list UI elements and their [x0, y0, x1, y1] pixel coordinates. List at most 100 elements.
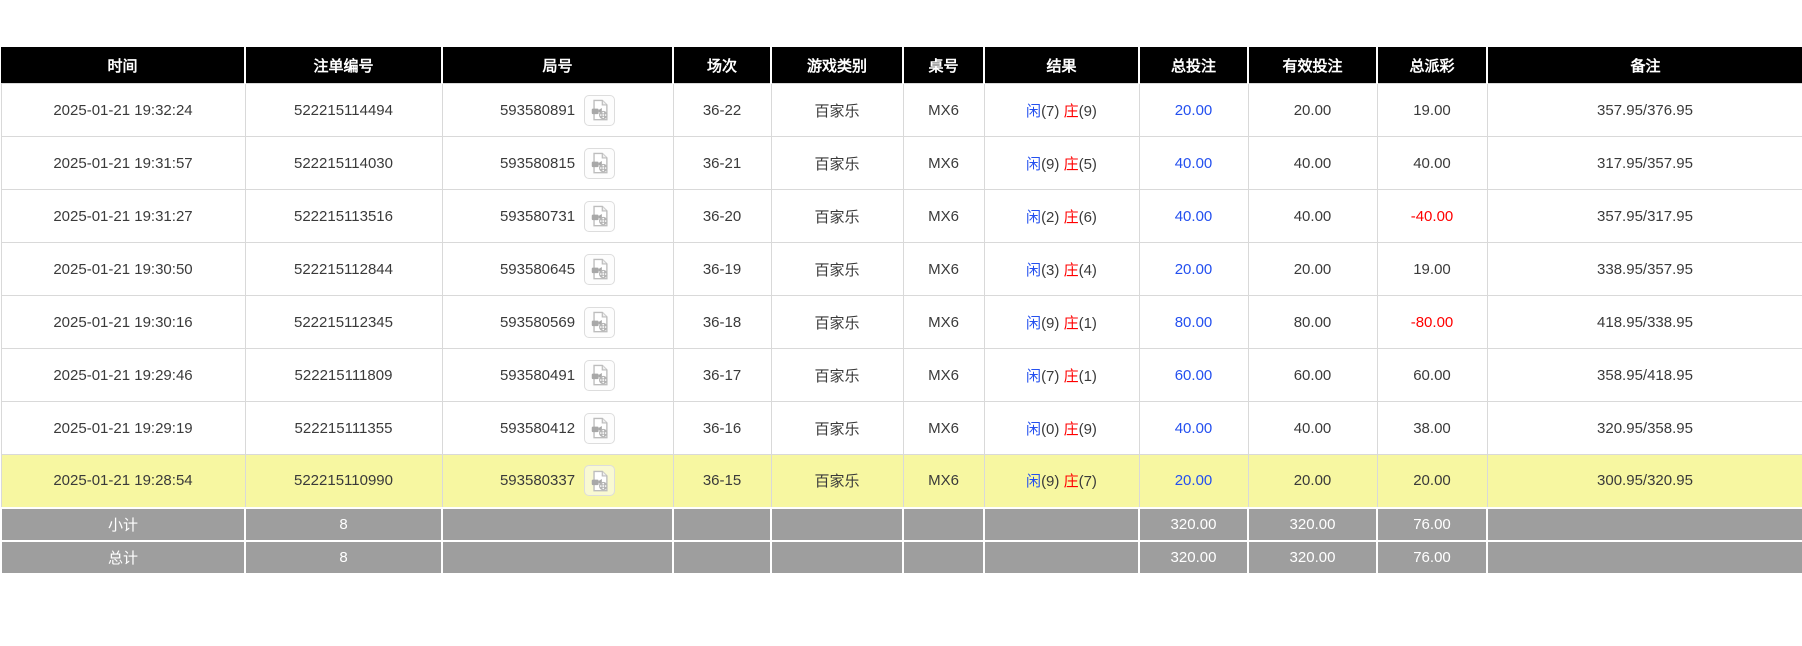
- subtotal-row-count: 8: [244, 506, 443, 542]
- total-bet-cell: 20.00: [1138, 454, 1249, 508]
- column-header-1: 注单编号: [244, 47, 442, 84]
- note-cell: 357.95/317.95: [1486, 189, 1802, 243]
- player-result-label: 闲: [1026, 367, 1042, 385]
- grand-total-row-empty-cell: [770, 539, 904, 575]
- note-cell: 317.95/357.95: [1486, 136, 1802, 190]
- round-number: 593580731: [499, 207, 576, 225]
- total-bet-link[interactable]: 60.00: [1174, 366, 1213, 384]
- round-number: 593580815: [499, 154, 576, 172]
- time-cell: 2025-01-21 19:29:19: [0, 401, 246, 455]
- player-result-score: (9): [1041, 155, 1060, 173]
- bet-id-cell: 522215113516: [244, 189, 443, 243]
- total-bet-link[interactable]: 40.00: [1174, 154, 1213, 172]
- table-row: 2025-01-21 19:32:24 522215114494 593580891…: [0, 83, 1802, 137]
- table-row: 2025-01-21 19:31:27 522215113516 593580731…: [0, 189, 1802, 243]
- valid-bet-cell: 60.00: [1247, 348, 1378, 402]
- column-header-7: 总投注: [1138, 47, 1248, 84]
- session-cell: 36-15: [672, 454, 772, 508]
- note-cell: 320.95/358.95: [1486, 401, 1802, 455]
- banker-result-label: 庄: [1063, 208, 1079, 226]
- table-row: 2025-01-21 19:29:19 522215111355 593580412…: [0, 401, 1802, 455]
- table-row: 2025-01-21 19:30:16 522215112345 593580569…: [0, 295, 1802, 349]
- result-cell: 闲(7) 庄(9): [983, 83, 1140, 137]
- session-cell: 36-18: [672, 295, 772, 349]
- total-bet-cell: 40.00: [1138, 189, 1249, 243]
- bet-id-cell: 522215111809: [244, 348, 443, 402]
- total-bet-link[interactable]: 40.00: [1174, 207, 1213, 225]
- player-result-score: (9): [1041, 314, 1060, 332]
- game-type-cell: 百家乐: [770, 295, 904, 349]
- video-replay-button[interactable]: [584, 94, 616, 126]
- valid-bet-cell: 80.00: [1247, 295, 1378, 349]
- banker-result-label: 庄: [1063, 420, 1079, 438]
- session-cell: 36-20: [672, 189, 772, 243]
- round-cell: 593580645: [441, 242, 674, 296]
- result-cell: 闲(7) 庄(1): [983, 348, 1140, 402]
- table-row: 2025-01-21 19:28:54 522215110990 593580337…: [0, 454, 1802, 508]
- total-bet-cell: 60.00: [1138, 348, 1249, 402]
- bet-id-cell: 522215112844: [244, 242, 443, 296]
- result-cell: 闲(9) 庄(5): [983, 136, 1140, 190]
- grand-total-row: 总计 8 320.00 320.00 76.00: [0, 539, 1802, 575]
- table-header-row: 时间 注单编号 局号 场次 游戏类别 桌号 结果 总投注 有效投注 总派彩 备注: [1, 47, 1802, 84]
- valid-bet-cell: 40.00: [1247, 136, 1378, 190]
- subtotal-row-label: 小计: [0, 506, 246, 542]
- banker-result-label: 庄: [1063, 314, 1079, 332]
- round-number: 593580891: [499, 101, 576, 119]
- total-bet-cell: 20.00: [1138, 242, 1249, 296]
- video-replay-icon: [589, 258, 611, 280]
- session-cell: 36-16: [672, 401, 772, 455]
- column-header-8: 有效投注: [1247, 47, 1377, 84]
- player-result-label: 闲: [1026, 208, 1042, 226]
- session-cell: 36-22: [672, 83, 772, 137]
- video-replay-button[interactable]: [584, 147, 616, 179]
- subtotal-row-empty-cell: [902, 506, 985, 542]
- round-number: 593580645: [499, 260, 576, 278]
- banker-result-label: 庄: [1063, 473, 1079, 491]
- bet-id-cell: 522215111355: [244, 401, 443, 455]
- subtotal-row-empty-cell: [441, 506, 674, 542]
- bet-id-cell: 522215114494: [244, 83, 443, 137]
- round-number: 593580569: [499, 313, 576, 331]
- banker-result-score: (1): [1078, 367, 1097, 385]
- game-type-cell: 百家乐: [770, 454, 904, 508]
- round-number: 593580491: [499, 366, 576, 384]
- payout-cell: 20.00: [1376, 454, 1488, 508]
- video-replay-icon: [589, 311, 611, 333]
- video-replay-button[interactable]: [584, 412, 616, 444]
- bet-records-table: 时间 注单编号 局号 场次 游戏类别 桌号 结果 总投注 有效投注 总派彩 备注 2025-01-2…: [0, 47, 1802, 575]
- player-result-label: 闲: [1026, 261, 1042, 279]
- result-cell: 闲(0) 庄(9): [983, 401, 1140, 455]
- valid-bet-cell: 20.00: [1247, 83, 1378, 137]
- payout-cell: -80.00: [1376, 295, 1488, 349]
- video-replay-button[interactable]: [584, 306, 616, 338]
- round-number: 593580337: [499, 472, 576, 490]
- total-bet-link[interactable]: 40.00: [1174, 419, 1213, 437]
- total-bet-link[interactable]: 80.00: [1174, 313, 1213, 331]
- bet-id-cell: 522215110990: [244, 454, 443, 508]
- time-cell: 2025-01-21 19:31:27: [0, 189, 246, 243]
- video-replay-button[interactable]: [584, 465, 616, 497]
- video-replay-button[interactable]: [584, 253, 616, 285]
- total-bet-cell: 40.00: [1138, 401, 1249, 455]
- table-no-cell: MX6: [902, 348, 985, 402]
- banker-result-score: (7): [1078, 473, 1097, 491]
- payout-cell: 19.00: [1376, 83, 1488, 137]
- total-bet-link[interactable]: 20.00: [1174, 472, 1213, 490]
- total-bet-link[interactable]: 20.00: [1174, 260, 1213, 278]
- total-bet-cell: 80.00: [1138, 295, 1249, 349]
- total-bet-link[interactable]: 20.00: [1174, 101, 1213, 119]
- round-cell: 593580815: [441, 136, 674, 190]
- grand-total-row-payout: 76.00: [1376, 539, 1488, 575]
- banker-result-score: (5): [1078, 155, 1097, 173]
- player-result-score: (2): [1041, 208, 1060, 226]
- table-row: 2025-01-21 19:31:57 522215114030 593580815…: [0, 136, 1802, 190]
- payout-cell: 60.00: [1376, 348, 1488, 402]
- time-cell: 2025-01-21 19:30:16: [0, 295, 246, 349]
- video-replay-button[interactable]: [584, 200, 616, 232]
- game-type-cell: 百家乐: [770, 136, 904, 190]
- subtotal-row-valid-bet: 320.00: [1247, 506, 1378, 542]
- grand-total-row-valid-bet: 320.00: [1247, 539, 1378, 575]
- video-replay-button[interactable]: [584, 359, 616, 391]
